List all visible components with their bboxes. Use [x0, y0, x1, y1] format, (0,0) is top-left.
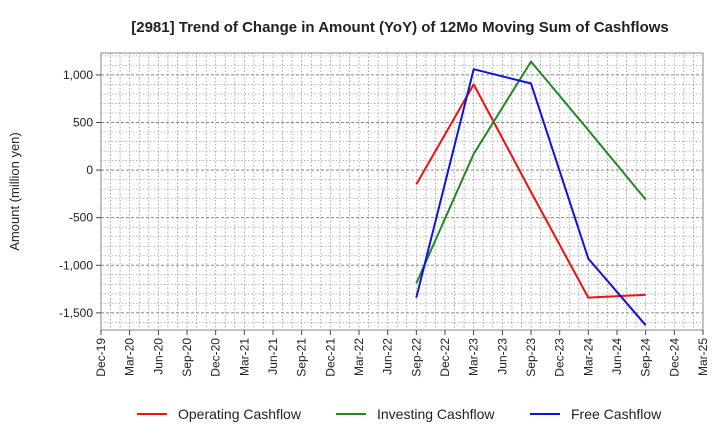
- x-tick-label: Dec-19: [94, 338, 108, 377]
- y-tick-label: 500: [73, 115, 93, 129]
- x-tick-label: Jun-22: [381, 338, 395, 375]
- x-tick-label: Mar-21: [237, 338, 251, 376]
- x-tick-label: Mar-23: [467, 338, 481, 376]
- y-tick-label: 1,000: [63, 68, 93, 82]
- x-tick-label: Jun-24: [610, 338, 624, 375]
- x-tick-label: Jun-23: [495, 338, 509, 375]
- x-tick-label: Dec-21: [323, 338, 337, 377]
- x-tick-label: Sep-23: [524, 338, 538, 377]
- x-tick-label: Mar-22: [352, 338, 366, 376]
- x-axis: Dec-19 Mar-20 Jun-20 Sep-20 Dec-20 Mar-21 Jun-…: [94, 330, 710, 377]
- y-axis: 1,000 500 0 -500 -1,000 -1,500: [59, 68, 101, 320]
- legend: Operating Cashflow Investing Cashflow Free…: [137, 406, 662, 422]
- x-tick-label: Sep-22: [409, 338, 423, 377]
- x-tick-label: Mar-24: [581, 338, 595, 376]
- x-tick-label: Mar-25: [696, 338, 710, 376]
- x-tick-label: Dec-23: [553, 338, 567, 377]
- plot-area-frame: [100, 52, 704, 331]
- legend-label-operating-cashflow: Operating Cashflow: [178, 406, 302, 422]
- legend-label-free-cashflow: Free Cashflow: [571, 406, 662, 422]
- x-tick-label: Mar-20: [123, 338, 137, 376]
- x-tick-label: Sep-20: [180, 338, 194, 377]
- y-tick-label: -500: [69, 211, 93, 225]
- grid: [100, 53, 704, 330]
- x-tick-label: Jun-20: [151, 338, 165, 375]
- series-line-free-cashflow: [415, 68, 647, 326]
- series-layer: [415, 60, 647, 326]
- x-tick-label: Jun-21: [266, 338, 280, 375]
- legend-label-investing-cashflow: Investing Cashflow: [377, 406, 495, 422]
- y-tick-label: 0: [86, 163, 93, 177]
- chart-title: [2981] Trend of Change in Amount (YoY) o…: [131, 19, 669, 36]
- y-tick-label: -1,000: [59, 258, 93, 272]
- series-line-operating-cashflow: [415, 83, 646, 299]
- x-tick-label: Sep-24: [639, 338, 653, 377]
- x-tick-label: Sep-21: [295, 338, 309, 377]
- series-line-investing-cashflow: [415, 60, 647, 284]
- y-tick-label: -1,500: [59, 306, 93, 320]
- x-tick-label: Dec-20: [209, 338, 223, 377]
- y-axis-label: Amount (million yen): [7, 132, 22, 251]
- x-tick-label: Dec-22: [438, 338, 452, 377]
- x-tick-label: Dec-24: [667, 338, 681, 377]
